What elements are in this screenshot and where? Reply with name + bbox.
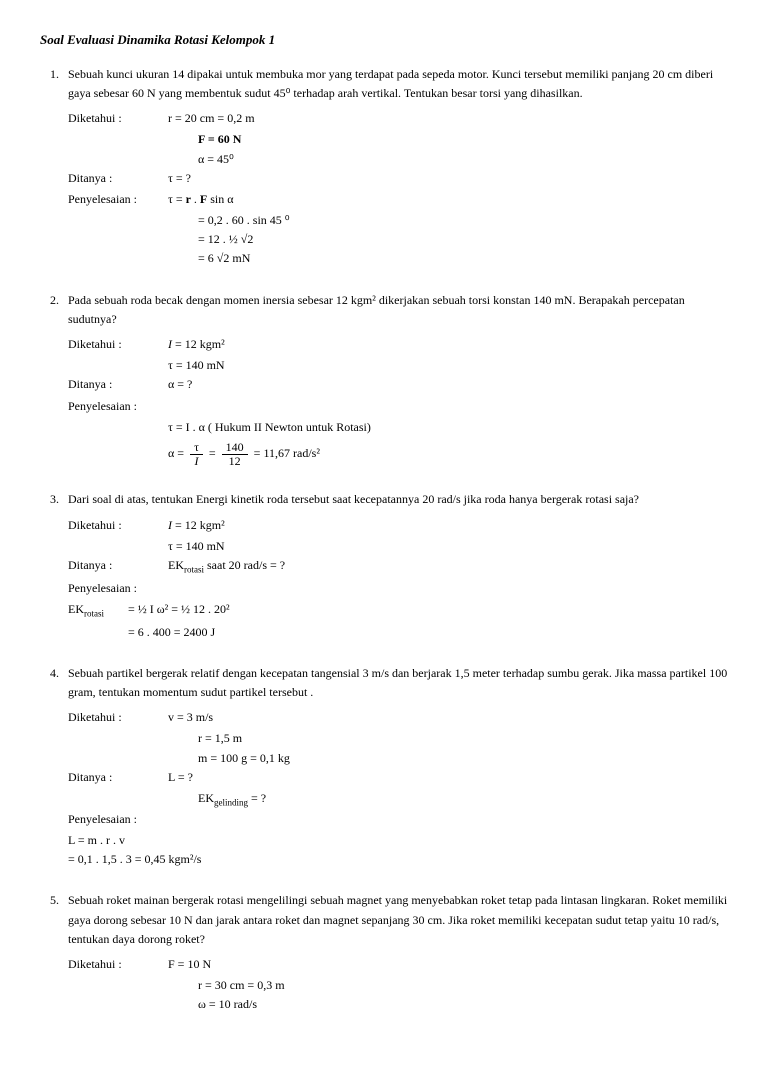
- p1-d1: r = 20 cm = 0,2 m: [168, 109, 255, 128]
- problem-1: Sebuah kunci ukuran 14 dipakai untuk mem…: [62, 65, 728, 269]
- p1-s2: = 0,2 . 60 . sin 45 ⁰: [198, 213, 290, 227]
- p2-d2: τ = 140 mN: [168, 358, 225, 372]
- p3-s1: = ½ I ω² = ½ 12 . 20²: [128, 600, 230, 621]
- problem-3: Dari soal di atas, tentukan Energi kinet…: [62, 490, 728, 642]
- p3-statement: Dari soal di atas, tentukan Energi kinet…: [68, 490, 728, 509]
- problem-4: Sebuah partikel bergerak relatif dengan …: [62, 664, 728, 869]
- p3-s1-label: EKrotasi: [68, 600, 128, 621]
- problem-list: Sebuah kunci ukuran 14 dipakai untuk mem…: [40, 65, 728, 1015]
- label-diketahui: Diketahui :: [68, 955, 168, 974]
- label-penyelesaian: Penyelesaian :: [68, 810, 168, 829]
- p2-statement: Pada sebuah roda becak dengan momen iner…: [68, 291, 728, 329]
- label-diketahui: Diketahui :: [68, 516, 168, 535]
- p5-d3: ω = 10 rad/s: [198, 997, 257, 1011]
- label-penyelesaian: Penyelesaian :: [68, 397, 168, 416]
- p4-s2: = 0,1 . 1,5 . 3 = 0,45 kgm²/s: [68, 852, 201, 866]
- p1-s4: = 6 √2 mN: [198, 251, 250, 265]
- p2-d1: I = 12 kgm²: [168, 335, 225, 354]
- problem-5: Sebuah roket mainan bergerak rotasi meng…: [62, 891, 728, 1014]
- p4-d3: m = 100 g = 0,1 kg: [198, 751, 290, 765]
- label-ditanya: Ditanya :: [68, 768, 168, 787]
- label-penyelesaian: Penyelesaian :: [68, 579, 168, 598]
- p4-statement: Sebuah partikel bergerak relatif dengan …: [68, 664, 728, 702]
- p3-d2: τ = 140 mN: [168, 539, 225, 553]
- p5-d1: F = 10 N: [168, 955, 211, 974]
- p5-d2: r = 30 cm = 0,3 m: [198, 978, 285, 992]
- p2-s1: τ = I . α ( Hukum II Newton untuk Rotasi…: [168, 420, 371, 434]
- p4-ask1: L = ?: [168, 768, 193, 787]
- p1-s3: = 12 . ½ √2: [198, 232, 253, 246]
- label-penyelesaian: Penyelesaian :: [68, 190, 168, 209]
- label-ditanya: Ditanya :: [68, 556, 168, 577]
- p3-s2: = 6 . 400 = 2400 J: [128, 625, 215, 639]
- p4-ask2: EKgelinding = ?: [198, 791, 266, 805]
- p1-ask: τ = ?: [168, 169, 191, 188]
- label-diketahui: Diketahui :: [68, 708, 168, 727]
- label-diketahui: Diketahui :: [68, 109, 168, 128]
- p3-ask: EKrotasi saat 20 rad/s = ?: [168, 556, 285, 577]
- label-ditanya: Ditanya :: [68, 169, 168, 188]
- p1-d2: F = 60 N: [198, 132, 241, 146]
- p2-ask: α = ?: [168, 375, 192, 394]
- p2-s2: α = τI = 14012 = 11,67 rad/s²: [168, 446, 320, 460]
- label-ditanya: Ditanya :: [68, 375, 168, 394]
- p4-s1: L = m . r . v: [68, 833, 125, 847]
- p4-d2: r = 1,5 m: [198, 731, 242, 745]
- page-title: Soal Evaluasi Dinamika Rotasi Kelompok 1: [40, 30, 728, 51]
- p3-d1: I = 12 kgm²: [168, 516, 225, 535]
- p4-d1: v = 3 m/s: [168, 708, 213, 727]
- p1-statement: Sebuah kunci ukuran 14 dipakai untuk mem…: [68, 65, 728, 103]
- label-diketahui: Diketahui :: [68, 335, 168, 354]
- p1-d3: α = 45⁰: [198, 152, 234, 166]
- problem-2: Pada sebuah roda becak dengan momen iner…: [62, 291, 728, 469]
- p1-s1: τ = r . F sin α: [168, 190, 234, 209]
- p5-statement: Sebuah roket mainan bergerak rotasi meng…: [68, 891, 728, 949]
